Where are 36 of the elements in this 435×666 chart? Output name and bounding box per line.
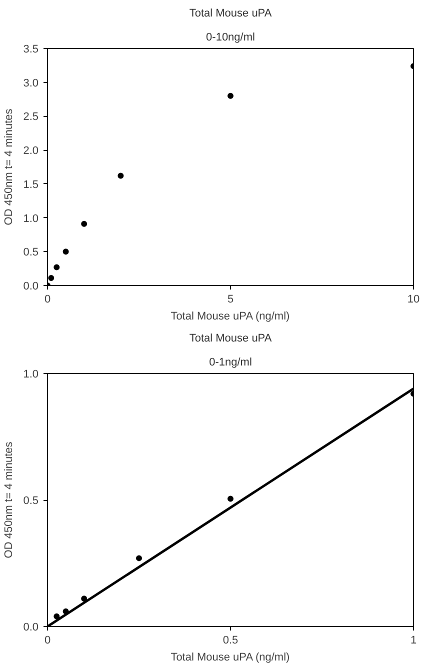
point: [136, 555, 142, 562]
x-tick-label: 0: [44, 634, 51, 646]
point: [228, 92, 234, 99]
x-axis-title: Total Mouse uPA (ng/ml): [170, 310, 290, 322]
y-tick-label: 3.5: [23, 44, 39, 56]
chart-subtitle: 0-10ng/ml: [206, 32, 255, 44]
chart-subtitle: 0-1ng/ml: [209, 356, 252, 368]
point: [81, 220, 88, 227]
y-tick-label: 2.0: [23, 145, 39, 158]
point: [54, 613, 60, 620]
y-axis-title: OD 450nm t= 4 minutes: [3, 441, 16, 558]
x-tick-label: 5: [227, 294, 234, 306]
x-axis-title: Total Mouse uPA (ng/ml): [170, 652, 290, 664]
point: [228, 496, 234, 502]
point: [48, 275, 54, 282]
y-tick-label: 0.0: [23, 280, 39, 292]
x-tick-label: 0: [44, 294, 51, 306]
point: [81, 596, 88, 602]
y-tick-label: 0.5: [23, 246, 39, 259]
point: [54, 264, 60, 270]
point: [62, 608, 69, 614]
y-tick-label: 0.5: [23, 495, 39, 507]
chart-title: Total Mouse uPA: [189, 8, 272, 20]
y-tick-label: 1.0: [23, 212, 39, 225]
x-tick-label: 10: [407, 294, 420, 306]
y-tick-label: 2.5: [23, 111, 39, 124]
y-tick-label: 3.0: [23, 77, 39, 90]
point: [118, 172, 124, 179]
y-tick-label: 1.0: [23, 368, 39, 380]
x-tick-label: 0.5: [222, 634, 238, 646]
x-tick-label: 1: [410, 634, 417, 646]
chart-title: Total Mouse uPA: [189, 332, 272, 344]
y-axis-title: OD 450nm t= 4 minutes: [3, 108, 16, 226]
point: [62, 248, 69, 255]
y-tick-label: 0.0: [23, 622, 39, 634]
y-tick-label: 1.5: [23, 178, 39, 191]
